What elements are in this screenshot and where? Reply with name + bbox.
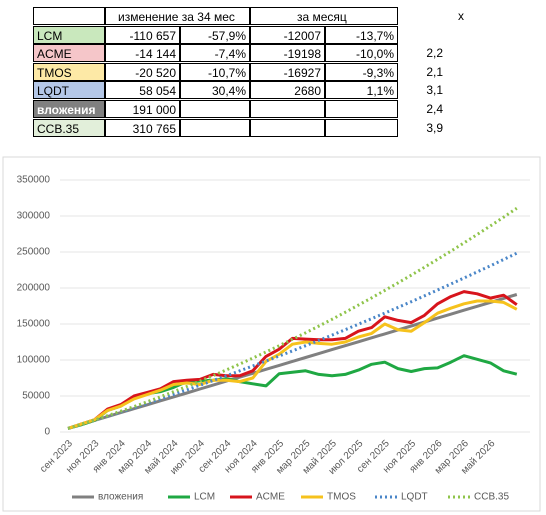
row-name: LCM — [33, 25, 105, 44]
legend-label: вложения — [98, 492, 143, 503]
table-cell: -20 520 — [105, 62, 180, 81]
table-cell: -16927 — [250, 62, 325, 81]
table-cell: -57,9% — [180, 25, 250, 44]
table-cell: -13,7% — [325, 25, 398, 44]
legend-label: TMOS — [327, 492, 356, 503]
legend-label: ACME — [256, 492, 285, 503]
row-name: ССВ.35 — [33, 118, 105, 137]
table-cell — [250, 118, 325, 137]
legend-label: LQDT — [401, 492, 428, 503]
table-cell — [250, 100, 325, 118]
table-cell: -19198 — [250, 44, 325, 63]
y-tick-label: 300000 — [17, 211, 51, 222]
table-cell: 2,2 — [426, 46, 443, 61]
table-cell: 2,1 — [426, 64, 443, 79]
y-tick-label: 100000 — [17, 355, 51, 366]
table-cell — [325, 100, 398, 118]
sheet-table: изменение за 34 мес за месяц x LCM -110 657-… — [0, 0, 546, 150]
table-cell: -14 144 — [105, 44, 180, 63]
series-line — [67, 293, 518, 430]
table-cell: 2680 — [250, 81, 325, 100]
y-tick-label: 150000 — [17, 319, 51, 330]
row-name: вложения — [33, 100, 105, 118]
y-tick-label: 200000 — [17, 283, 51, 294]
table-cell: -12007 — [250, 25, 325, 44]
table-cell: -9,3% — [325, 62, 398, 81]
row-name: ACME — [33, 44, 105, 63]
table-cell: 30,4% — [180, 81, 250, 100]
row-name: TMOS — [33, 62, 105, 81]
header-cell: изменение за 34 мес — [105, 7, 250, 25]
row-name: LQDT — [33, 81, 105, 100]
table-cell: 1,1% — [325, 81, 398, 100]
table-cell: 3,9 — [426, 120, 443, 135]
table-cell: 310 765 — [105, 118, 180, 137]
table-cell — [180, 100, 250, 118]
header-cell-empty — [33, 7, 105, 25]
legend-label: ССВ.35 — [474, 492, 509, 503]
table-cell: -10,7% — [180, 62, 250, 81]
table-cell — [325, 118, 398, 137]
table-cell: 2,4 — [426, 102, 443, 116]
y-tick-label: 0 — [44, 427, 50, 438]
table-cell: -110 657 — [105, 25, 180, 44]
table-cell: 3,1 — [426, 83, 443, 98]
y-tick-label: 250000 — [17, 247, 51, 258]
y-tick-label: 50000 — [22, 391, 50, 402]
table-cell: -7,4% — [180, 44, 250, 63]
table-cell — [180, 118, 250, 137]
series-line — [67, 290, 518, 430]
legend-label: LCM — [194, 492, 215, 503]
table-cell: -10,0% — [325, 44, 398, 63]
table-cell: 58 054 — [105, 81, 180, 100]
header-cell: x — [458, 9, 464, 23]
table-cell: 191 000 — [105, 100, 180, 118]
series-line — [67, 206, 518, 430]
y-tick-label: 350000 — [17, 175, 51, 186]
series-line — [67, 299, 518, 430]
header-cell: за месяц — [250, 7, 398, 25]
